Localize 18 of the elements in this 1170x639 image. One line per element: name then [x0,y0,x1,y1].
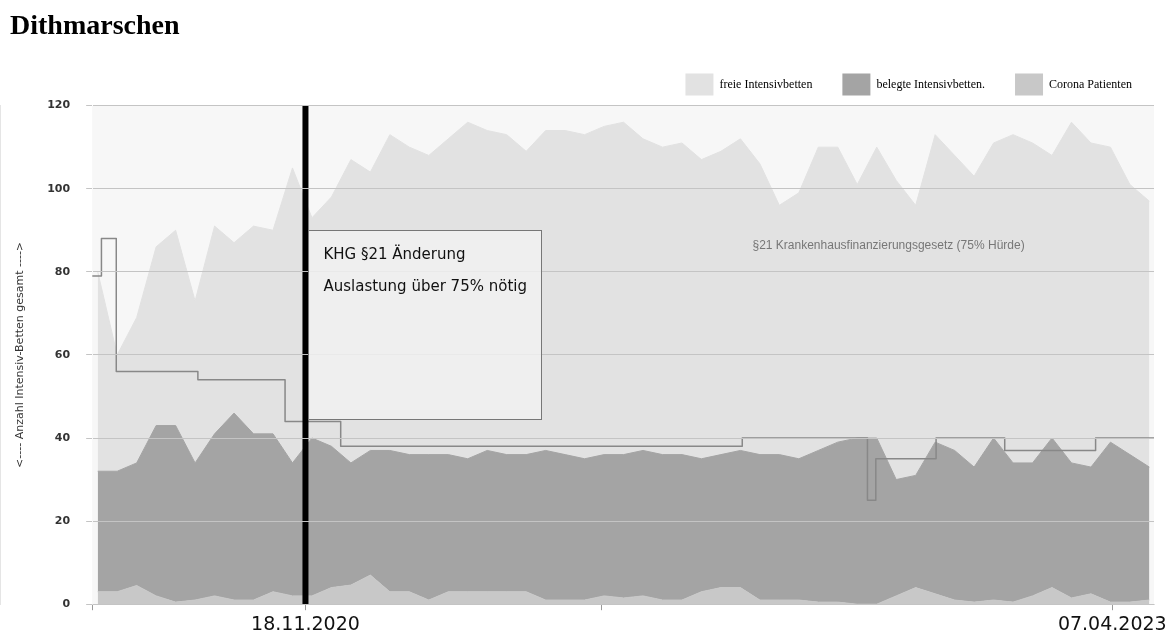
y-tick-label: 100 [47,181,71,195]
x-tick-label: 07.04.2023 [1057,611,1167,634]
y-tick-label: 60 [54,347,71,361]
legend-label: Corona Patienten [1049,76,1132,91]
y-tick-label: 20 [54,513,71,527]
chart-title: Dithmarschen [10,9,180,41]
legend-label: belegte Intensivbetten. [876,76,986,91]
y-tick-label: 120 [47,98,71,112]
y-tick-label: 40 [54,430,71,444]
annotation: Auslastung über 75% nötig [323,277,527,296]
legend-label: freie Intensivbetten [719,76,813,91]
note-box: KHG §21 Änderung Auslastung über 75% nötig [308,230,542,420]
y-tick-label: 80 [54,264,71,278]
y-axis-title: <---- Anzahl Intensiv-Betten gesamt ----> [13,241,27,468]
annotation: §21 Krankenhausfinanzierungsgesetz (75% Hürde) [752,237,1025,252]
annotation: KHG §21 Änderung [323,245,467,264]
x-tick-label: 18.11.2020 [251,611,360,634]
y-tick-label: 0 [62,597,71,611]
